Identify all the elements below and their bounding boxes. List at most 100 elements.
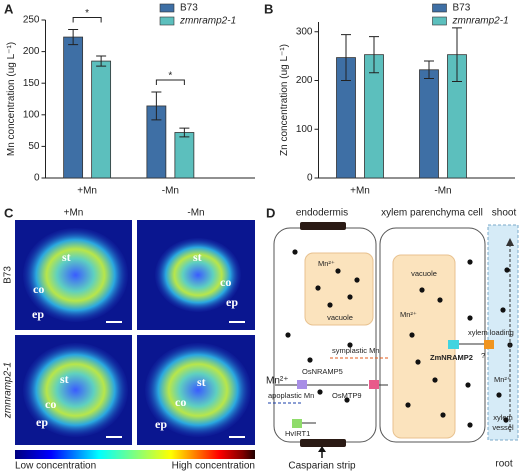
legend-swatch	[159, 3, 175, 13]
arrowhead	[318, 446, 326, 452]
label: OsMTP9	[332, 391, 362, 400]
error-bar	[68, 28, 79, 46]
casparian-band	[300, 222, 346, 230]
casparian-band	[300, 439, 346, 447]
y-tick-label: 0	[34, 173, 40, 184]
significance-bracket	[72, 16, 102, 23]
tissue-label: ep	[226, 295, 238, 309]
colorbar-label: Low concentration	[15, 461, 96, 472]
bar	[63, 36, 84, 179]
tissue-label: st	[197, 375, 206, 389]
diagram: endodermis xylem parenchyma cell shoot r…	[266, 208, 519, 472]
colorbar-label: High concentration	[172, 461, 255, 472]
x-tick-label: -Mn	[434, 186, 451, 197]
error-bar	[452, 27, 462, 82]
y-tick-label: 0	[307, 173, 313, 184]
bar	[174, 132, 195, 179]
y-tick-label: 100	[23, 109, 40, 120]
y-axis-label: Zn concentration (ug L⁻¹)	[279, 44, 290, 156]
panel-label: C	[4, 205, 14, 220]
tissue-label: ep	[155, 417, 167, 431]
label: Mn²⁺	[266, 376, 289, 387]
label: HvIRT1	[285, 429, 310, 438]
legend-swatch	[432, 3, 447, 13]
label: OsNRAMP5	[302, 367, 343, 376]
y-tick-label: 150	[23, 78, 40, 89]
error-bar	[179, 127, 190, 138]
legend-swatch	[159, 16, 175, 26]
xylem-vessel	[487, 224, 519, 441]
y-tick-label: 300	[296, 26, 313, 37]
row-label: B73	[3, 266, 14, 284]
panel-label: D	[266, 205, 275, 220]
transporter	[369, 380, 379, 389]
tissue-label: st	[193, 250, 202, 264]
column-label: +Mn	[64, 208, 84, 219]
transporter	[297, 380, 307, 389]
column-label: -Mn	[187, 208, 204, 219]
legend-label: zmnramp2-1	[179, 16, 236, 27]
label: xylem loading	[468, 328, 514, 337]
tissue-label: ep	[32, 307, 44, 321]
tissue-label: ep	[36, 415, 48, 429]
bar	[419, 69, 439, 179]
tissue	[23, 343, 128, 437]
error-bar	[424, 60, 434, 80]
significance: *	[85, 8, 89, 19]
label: Mn²⁺	[318, 259, 335, 268]
tissue-label: co	[175, 395, 186, 409]
charts: 0 50 100 150 200 250 Mn concentration (ug L⁻¹)…	[6, 3, 515, 197]
error-bar	[96, 55, 107, 67]
panel-label: B	[264, 1, 273, 16]
arrowhead	[506, 238, 514, 246]
x-tick-label: +Mn	[350, 186, 370, 197]
error-bar	[151, 91, 162, 121]
row-label: zmnramp2-1	[3, 362, 14, 419]
tissue	[145, 343, 251, 437]
vacuole	[304, 252, 374, 326]
label: vacuole	[327, 313, 353, 322]
tissue-label: co	[45, 397, 56, 411]
error-bar	[341, 34, 351, 81]
tissue-label: co	[220, 275, 231, 289]
images: +Mn -MnB73zmnramp2-1stcoepstcoepstcoepstc…	[3, 208, 255, 472]
tissue-label: st	[60, 372, 69, 386]
tissue-label: st	[62, 250, 71, 264]
significance-bracket	[155, 79, 185, 86]
label: root	[495, 459, 512, 470]
x-tick-label: -Mn	[162, 186, 179, 197]
label: xylem parenchyma cell	[381, 208, 483, 219]
transporter	[484, 340, 494, 349]
y-axis-label: Mn concentration (ug L⁻¹)	[6, 42, 17, 156]
mn-dots	[285, 249, 513, 428]
colorbar	[15, 450, 255, 459]
label: symplastic Mn	[332, 346, 380, 355]
label: vessel	[492, 423, 514, 432]
bar	[91, 60, 112, 179]
legend-swatch	[432, 16, 447, 26]
y-tick-label: 200	[296, 75, 313, 86]
label: Mn²⁺	[494, 375, 511, 384]
tissue-label: co	[33, 282, 44, 296]
label: shoot	[492, 208, 517, 219]
legend-label: B73	[180, 3, 198, 14]
tissue	[23, 228, 128, 322]
y-tick-label: 100	[296, 124, 313, 135]
transporter	[448, 340, 459, 349]
vacuole	[392, 254, 456, 439]
label: apoplastic Mn	[268, 391, 314, 400]
label: ZmNRAMP2	[430, 353, 473, 362]
panel-label: A	[4, 1, 14, 16]
legend-label: B73	[453, 3, 471, 14]
tissue	[155, 238, 241, 312]
label: ?	[481, 351, 485, 360]
legend-label: zmnramp2-1	[452, 16, 509, 27]
y-tick-label: 250	[23, 15, 40, 26]
label: Mn²⁺	[400, 310, 417, 319]
y-tick-label: 50	[28, 141, 40, 152]
transporter	[292, 419, 302, 428]
label: endodermis	[296, 208, 348, 219]
y-tick-label: 200	[23, 46, 40, 57]
x-tick-label: +Mn	[77, 186, 97, 197]
